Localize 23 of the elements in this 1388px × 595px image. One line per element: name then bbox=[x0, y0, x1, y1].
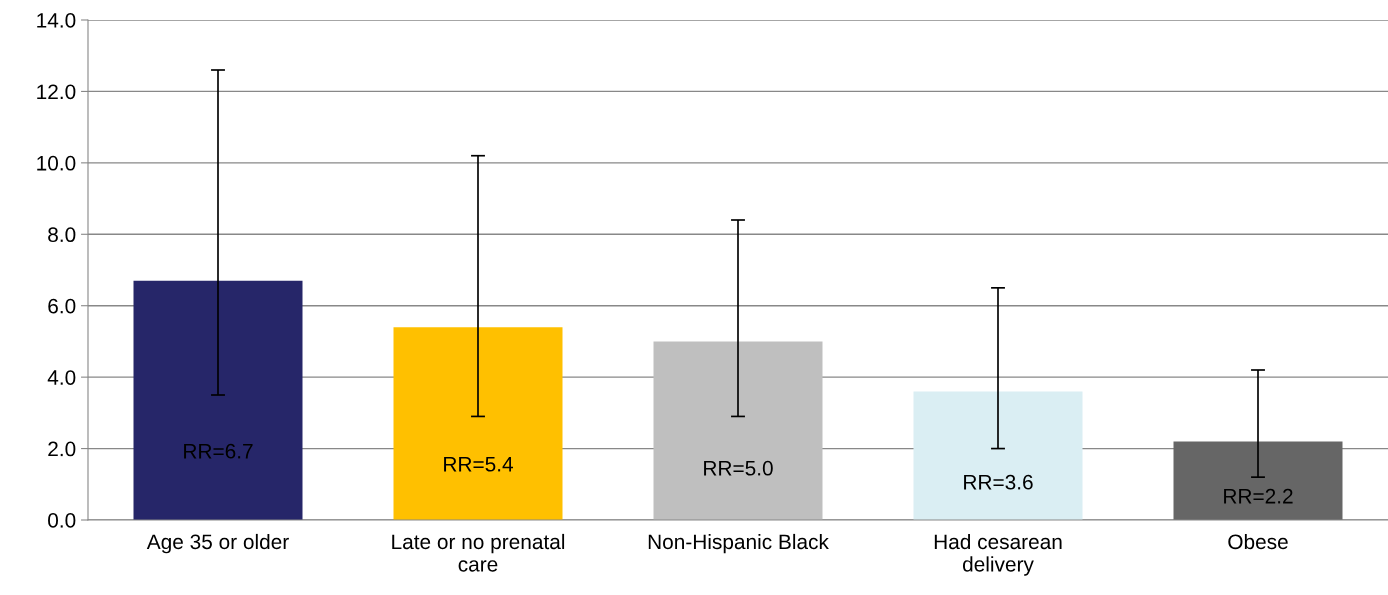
x-tick-label: Late or no prenatal care bbox=[392, 533, 565, 572]
y-tick-label: 2.0 bbox=[48, 441, 76, 457]
y-tick-label: 0.0 bbox=[48, 513, 76, 528]
data-label: RR=6.7 bbox=[184, 443, 253, 459]
data-label: RR=5.0 bbox=[704, 460, 773, 476]
x-tick-label: Obese bbox=[1228, 533, 1288, 550]
y-tick-label: 4.0 bbox=[47, 370, 76, 385]
bar bbox=[913, 391, 1083, 520]
y-tick-label: 12.0 bbox=[37, 84, 76, 100]
x-tick-label: Had cesarean delivery bbox=[934, 533, 1062, 576]
bar bbox=[653, 341, 823, 520]
x-tick-label: Non-Hispanic Black bbox=[648, 533, 829, 554]
bar bbox=[133, 280, 303, 520]
y-tick-label: 6.0 bbox=[48, 298, 76, 314]
y-tick-label: 8.0 bbox=[48, 227, 76, 243]
data-label: RR=3.6 bbox=[964, 474, 1033, 490]
y-tick-label: 14.0 bbox=[37, 13, 76, 28]
x-tick-label: Age 35 or older bbox=[146, 533, 289, 554]
bar bbox=[393, 327, 563, 520]
data-label: RR=5.4 bbox=[444, 457, 513, 472]
y-tick-label: 10.0 bbox=[37, 155, 76, 171]
data-label: RR=2.2 bbox=[1224, 488, 1293, 504]
bar bbox=[1173, 441, 1343, 520]
